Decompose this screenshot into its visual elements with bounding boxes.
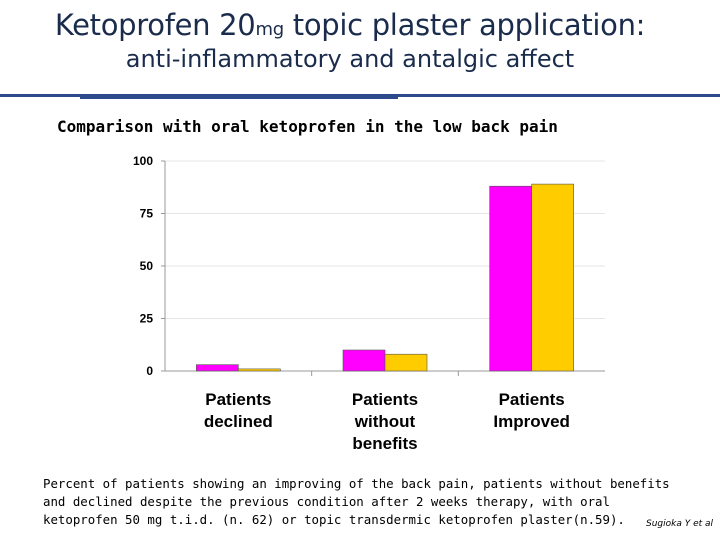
title-divider-accent xyxy=(80,96,398,99)
bar-oral-0 xyxy=(196,364,239,372)
page-title: Ketoprofen 20mg topic plaster applicatio… xyxy=(0,8,700,42)
title-text-before: Ketoprofen 20 xyxy=(54,8,256,42)
bar-oral-2 xyxy=(489,185,532,372)
bar-chart: 0 25 50 75 100 Patients declined Patients withou… xyxy=(133,154,605,453)
y-tick-label-1: 25 xyxy=(140,312,154,326)
title-unit: mg xyxy=(255,19,284,40)
x-tick-label-1-0: Patients xyxy=(352,390,418,409)
x-tick-label-0-0: Patients xyxy=(205,390,271,409)
x-tick-label-0-1: declined xyxy=(204,412,273,431)
figure-caption: Percent of patients showing an improving… xyxy=(43,476,670,527)
bar-oral-1 xyxy=(342,349,386,372)
x-tick-label-1-1: without xyxy=(354,412,416,431)
author-citation: Sugioka Y et al xyxy=(646,519,714,529)
bar-plaster-2 xyxy=(531,183,574,372)
x-tick-label-2-0: Patients xyxy=(499,390,565,409)
chart-heading: Comparison with oral ketoprofen in the l… xyxy=(57,117,558,136)
x-tick-label-2-1: Improved xyxy=(493,412,570,431)
title-divider xyxy=(0,94,720,97)
y-tick-label-4: 100 xyxy=(133,154,153,168)
y-tick-label-2: 50 xyxy=(140,259,154,273)
x-tick-label-1-2: benefits xyxy=(352,434,417,453)
y-tick-label-0: 0 xyxy=(146,364,153,378)
y-tick-label-3: 75 xyxy=(140,207,154,221)
page-subtitle: anti-inflammatory and antalgic affect xyxy=(125,45,575,73)
bar-plaster-0 xyxy=(238,368,281,372)
bar-plaster-1 xyxy=(384,353,428,372)
title-text-after: topic plaster application: xyxy=(283,8,646,42)
